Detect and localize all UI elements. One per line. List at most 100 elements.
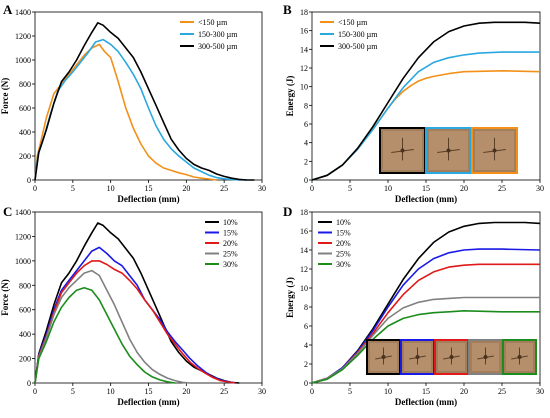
y-tick-label: 12 (300, 64, 308, 73)
x-axis-label: Deflection (mm) (117, 397, 179, 407)
legend-label: 10% (223, 218, 238, 227)
x-tick-label: 30 (536, 387, 544, 396)
panel-letter: D (283, 204, 292, 219)
legend-label: 25% (223, 250, 238, 259)
y-tick-label: 0 (27, 379, 31, 388)
y-tick-label: 14 (300, 45, 308, 54)
y-tick-label: 4 (304, 139, 308, 148)
impact-point (415, 355, 420, 359)
y-tick-label: 2 (304, 360, 308, 369)
panel-letter: C (3, 204, 12, 219)
x-axis-label: Deflection (mm) (117, 194, 179, 204)
y-tick-label: 18 (300, 8, 308, 17)
y-tick-label: 12 (300, 265, 308, 274)
y-tick-label: 0 (304, 379, 308, 388)
panel-C: C 0 5 10 15 20 25 30 0 200 400 600 800 1000 1200 1400 De… (0, 204, 266, 407)
y-tick-label: 800 (19, 281, 31, 290)
legend: <150 µm 150-300 µm 300-500 µm (180, 18, 238, 51)
x-tick-label: 20 (460, 387, 468, 396)
y-tick-label: 4 (304, 341, 308, 350)
y-axis-label: Energy (J) (285, 277, 295, 318)
legend: <150 µm 150-300 µm 300-500 µm (320, 18, 378, 51)
panel-letter: B (283, 2, 292, 17)
impact-point (449, 355, 454, 359)
x-tick-label: 5 (348, 184, 352, 193)
y-tick-label: 6 (304, 322, 308, 331)
panel-D: D 0 5 10 15 20 25 30 0 2 4 6 8 10 12 14 16 18 Deflection (… (283, 204, 544, 407)
legend-label: 150-300 µm (338, 30, 378, 39)
x-tick-label: 25 (498, 184, 506, 193)
series-line-1 (34, 43, 217, 181)
legend-label: <150 µm (338, 18, 368, 27)
y-tick-label: 200 (19, 152, 31, 161)
x-tick-label: 15 (145, 184, 153, 193)
y-tick-label: 8 (304, 303, 308, 312)
y-tick-label: 16 (300, 27, 308, 36)
legend-label: <150 µm (198, 18, 228, 27)
y-tick-label: 10 (300, 83, 308, 92)
x-tick-label: 0 (33, 184, 37, 193)
legend-label: 300-500 µm (198, 42, 238, 51)
x-axis-label: Deflection (mm) (395, 397, 457, 407)
legend: 10% 15%20% 25%30% (205, 218, 238, 269)
x-tick-label: 0 (310, 387, 314, 396)
specimen-photos (379, 127, 518, 174)
y-tick-label: 2 (304, 157, 308, 166)
series-line-3 (34, 21, 255, 181)
legend-label: 150-300 µm (198, 30, 238, 39)
y-tick-label: 14 (300, 246, 308, 255)
x-tick-label: 20 (182, 184, 190, 193)
series-line-3 (311, 21, 541, 181)
x-tick-label: 30 (258, 184, 266, 193)
panel-B: B 0 5 10 15 20 25 30 0 2 4 6 8 10 12 14 16 18 Deflection (… (283, 2, 544, 204)
x-tick-label: 0 (33, 387, 37, 396)
impact-point (381, 355, 386, 359)
x-tick-label: 10 (384, 184, 392, 193)
x-tick-label: 15 (422, 387, 430, 396)
y-tick-label: 800 (19, 80, 31, 89)
y-tick-label: 8 (304, 101, 308, 110)
y-tick-label: 6 (304, 120, 308, 129)
y-tick-label: 600 (19, 104, 31, 113)
y-tick-label: 1000 (15, 257, 31, 266)
y-tick-label: 400 (19, 330, 31, 339)
x-tick-label: 10 (107, 387, 115, 396)
series-line-4 (34, 269, 191, 384)
series-line-5 (311, 309, 540, 384)
y-tick-label: 16 (300, 227, 308, 236)
x-tick-label: 20 (460, 184, 468, 193)
impact-point (492, 148, 497, 153)
impact-point (517, 355, 522, 359)
y-tick-label: 0 (304, 176, 308, 185)
x-axis-label: Deflection (mm) (395, 194, 457, 204)
x-tick-label: 20 (182, 387, 190, 396)
legend-label: 15% (336, 229, 351, 238)
x-tick-label: 25 (220, 387, 228, 396)
impact-point (400, 148, 405, 153)
legend-label: 15% (223, 229, 238, 238)
series-line-3 (34, 260, 236, 384)
y-tick-label: 1400 (15, 8, 31, 17)
x-tick-label: 30 (258, 387, 266, 396)
y-axis-label: Force (N) (0, 279, 10, 316)
impact-point (446, 148, 451, 153)
x-tick-label: 5 (71, 387, 75, 396)
y-tick-label: 10 (300, 284, 308, 293)
legend-label: 20% (223, 239, 238, 248)
x-tick-label: 15 (145, 387, 153, 396)
y-tick-label: 1200 (15, 32, 31, 41)
y-axis-label: Energy (J) (285, 76, 295, 117)
x-tick-label: 30 (536, 184, 544, 193)
legend-label: 30% (336, 260, 351, 269)
series-line-2 (34, 246, 236, 384)
y-tick-label: 1000 (15, 56, 31, 65)
legend-label: 30% (223, 260, 238, 269)
x-tick-label: 10 (107, 184, 115, 193)
x-tick-label: 15 (422, 184, 430, 193)
x-tick-label: 10 (384, 387, 392, 396)
legend-label: 300-500 µm (338, 42, 378, 51)
y-tick-label: 0 (27, 176, 31, 185)
y-tick-label: 600 (19, 306, 31, 315)
